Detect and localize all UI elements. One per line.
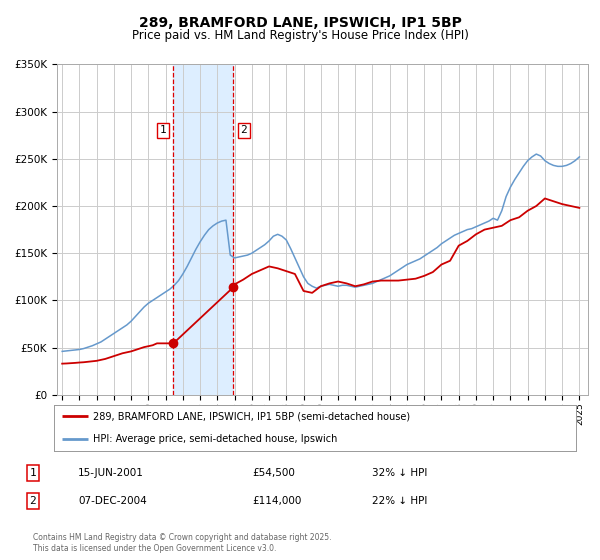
Text: 22% ↓ HPI: 22% ↓ HPI <box>372 496 427 506</box>
Text: Price paid vs. HM Land Registry's House Price Index (HPI): Price paid vs. HM Land Registry's House … <box>131 29 469 42</box>
Text: 289, BRAMFORD LANE, IPSWICH, IP1 5BP: 289, BRAMFORD LANE, IPSWICH, IP1 5BP <box>139 16 461 30</box>
Text: 15-JUN-2001: 15-JUN-2001 <box>78 468 144 478</box>
Text: 1: 1 <box>160 125 166 136</box>
Text: 07-DEC-2004: 07-DEC-2004 <box>78 496 147 506</box>
Text: 2: 2 <box>241 125 247 136</box>
Text: Contains HM Land Registry data © Crown copyright and database right 2025.
This d: Contains HM Land Registry data © Crown c… <box>33 533 331 553</box>
Text: HPI: Average price, semi-detached house, Ipswich: HPI: Average price, semi-detached house,… <box>93 435 338 444</box>
Bar <box>173 64 233 395</box>
Text: 289, BRAMFORD LANE, IPSWICH, IP1 5BP (semi-detached house): 289, BRAMFORD LANE, IPSWICH, IP1 5BP (se… <box>93 412 410 421</box>
Text: £114,000: £114,000 <box>252 496 301 506</box>
Text: 2: 2 <box>29 496 37 506</box>
Text: 1: 1 <box>29 468 37 478</box>
Text: £54,500: £54,500 <box>252 468 295 478</box>
Text: 32% ↓ HPI: 32% ↓ HPI <box>372 468 427 478</box>
